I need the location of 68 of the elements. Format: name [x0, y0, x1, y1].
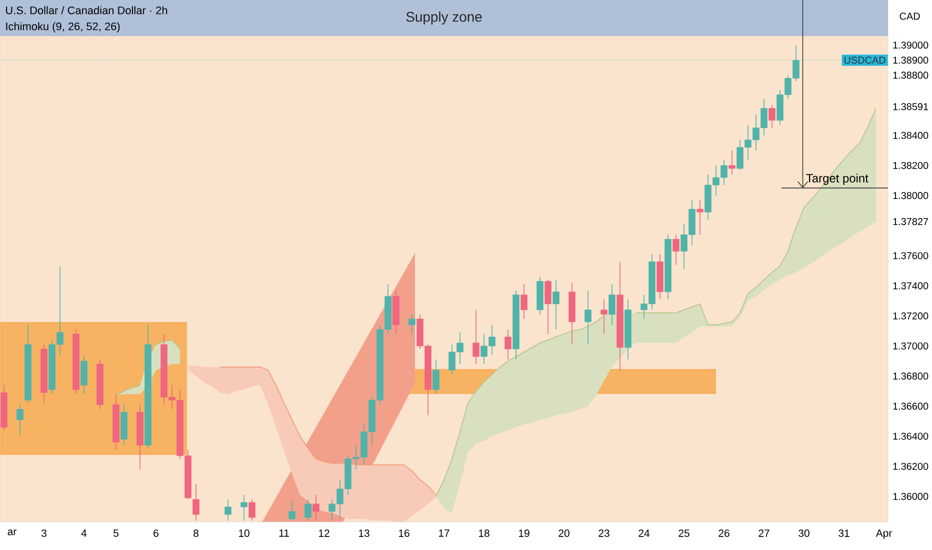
x-tick-label: 27 [758, 530, 770, 537]
x-tick-label: 26 [718, 530, 730, 537]
x-tick-label: 5 [114, 530, 118, 537]
candlestick [192, 484, 200, 521]
candlestick [432, 359, 440, 395]
candlestick [312, 494, 320, 521]
x-tick-label: 17 [438, 530, 450, 537]
candlestick [288, 500, 296, 521]
x-tick-label: 20 [558, 530, 570, 537]
candlestick [240, 494, 248, 521]
text: CAD [900, 12, 920, 20]
y-tick-label: 1.37200 [893, 312, 928, 320]
x-tick-label: 3 [41, 530, 46, 537]
x-tick-label: 10 [238, 530, 250, 537]
chart-title: U.S. Dollar / Canadian Dollar · 2h [6, 6, 168, 14]
candlestick [584, 290, 592, 345]
x-tick-label: 30 [798, 530, 810, 537]
y-tick-label: 1.38591 [893, 103, 928, 110]
candlestick [552, 279, 560, 330]
candlestick [224, 499, 232, 521]
y-tick-label: 1.37827 [893, 218, 928, 226]
ref-line-label: Target point [806, 174, 868, 185]
y-tick-label: 1.36200 [893, 462, 928, 470]
text: Ichimoku (9, 26, 52, 26) [6, 22, 120, 32]
x-tick-label: 13 [358, 530, 370, 537]
x-tick-label: 18 [478, 530, 490, 537]
x-tick-label: 19 [518, 530, 530, 537]
y-tick-label: 1.37400 [893, 282, 928, 290]
candlestick [16, 404, 24, 436]
candlestick [768, 104, 776, 128]
y-tick-label: 1.38200 [893, 162, 928, 169]
candlestick [696, 200, 704, 236]
y-tick-label: 1.37600 [893, 252, 928, 260]
x-tick-label: 12 [318, 530, 330, 537]
x-tick-label: 6 [154, 530, 158, 537]
candlestick [600, 298, 608, 334]
x-tick-label: Apr [876, 530, 892, 539]
candlestick [472, 309, 480, 364]
y-tick-label: 1.36800 [893, 372, 928, 380]
x-tick-label: 23 [598, 530, 610, 537]
band-label: Supply zone [406, 12, 482, 25]
candlestick [608, 284, 616, 326]
candlestick [408, 314, 416, 334]
y-tick-label: 1.36000 [893, 492, 928, 500]
candlestick [304, 499, 312, 521]
candlestick [672, 234, 680, 266]
x-tick-label: 11 [279, 530, 289, 537]
y-tick-label: 1.39000 [893, 42, 928, 49]
candlestick [504, 329, 512, 360]
x-tick-label: 25 [678, 530, 690, 537]
x-tick-label: 8 [194, 530, 198, 537]
x-tick-label: 4 [81, 530, 87, 537]
x-tick-label: ar [8, 530, 16, 536]
y-tick-label: 1.38000 [893, 192, 928, 200]
y-tick-label: 1.38400 [893, 132, 928, 139]
y-tick-label: 1.36400 [893, 432, 928, 440]
candlestick [248, 499, 256, 521]
x-tick-label: 24 [638, 530, 650, 537]
y-tick-label: 1.36600 [893, 402, 928, 410]
y-tick-label: 1.38800 [893, 72, 928, 79]
x-tick-label: 16 [398, 530, 410, 537]
ref-line-label: USDCAD [844, 56, 886, 64]
candlestick [728, 150, 736, 175]
y-tick-label: 1.38900 [893, 56, 928, 64]
candlestick [544, 279, 552, 334]
candlestick [520, 284, 528, 320]
y-tick-label: 1.37000 [893, 342, 928, 350]
x-tick-label: 31 [838, 530, 850, 537]
